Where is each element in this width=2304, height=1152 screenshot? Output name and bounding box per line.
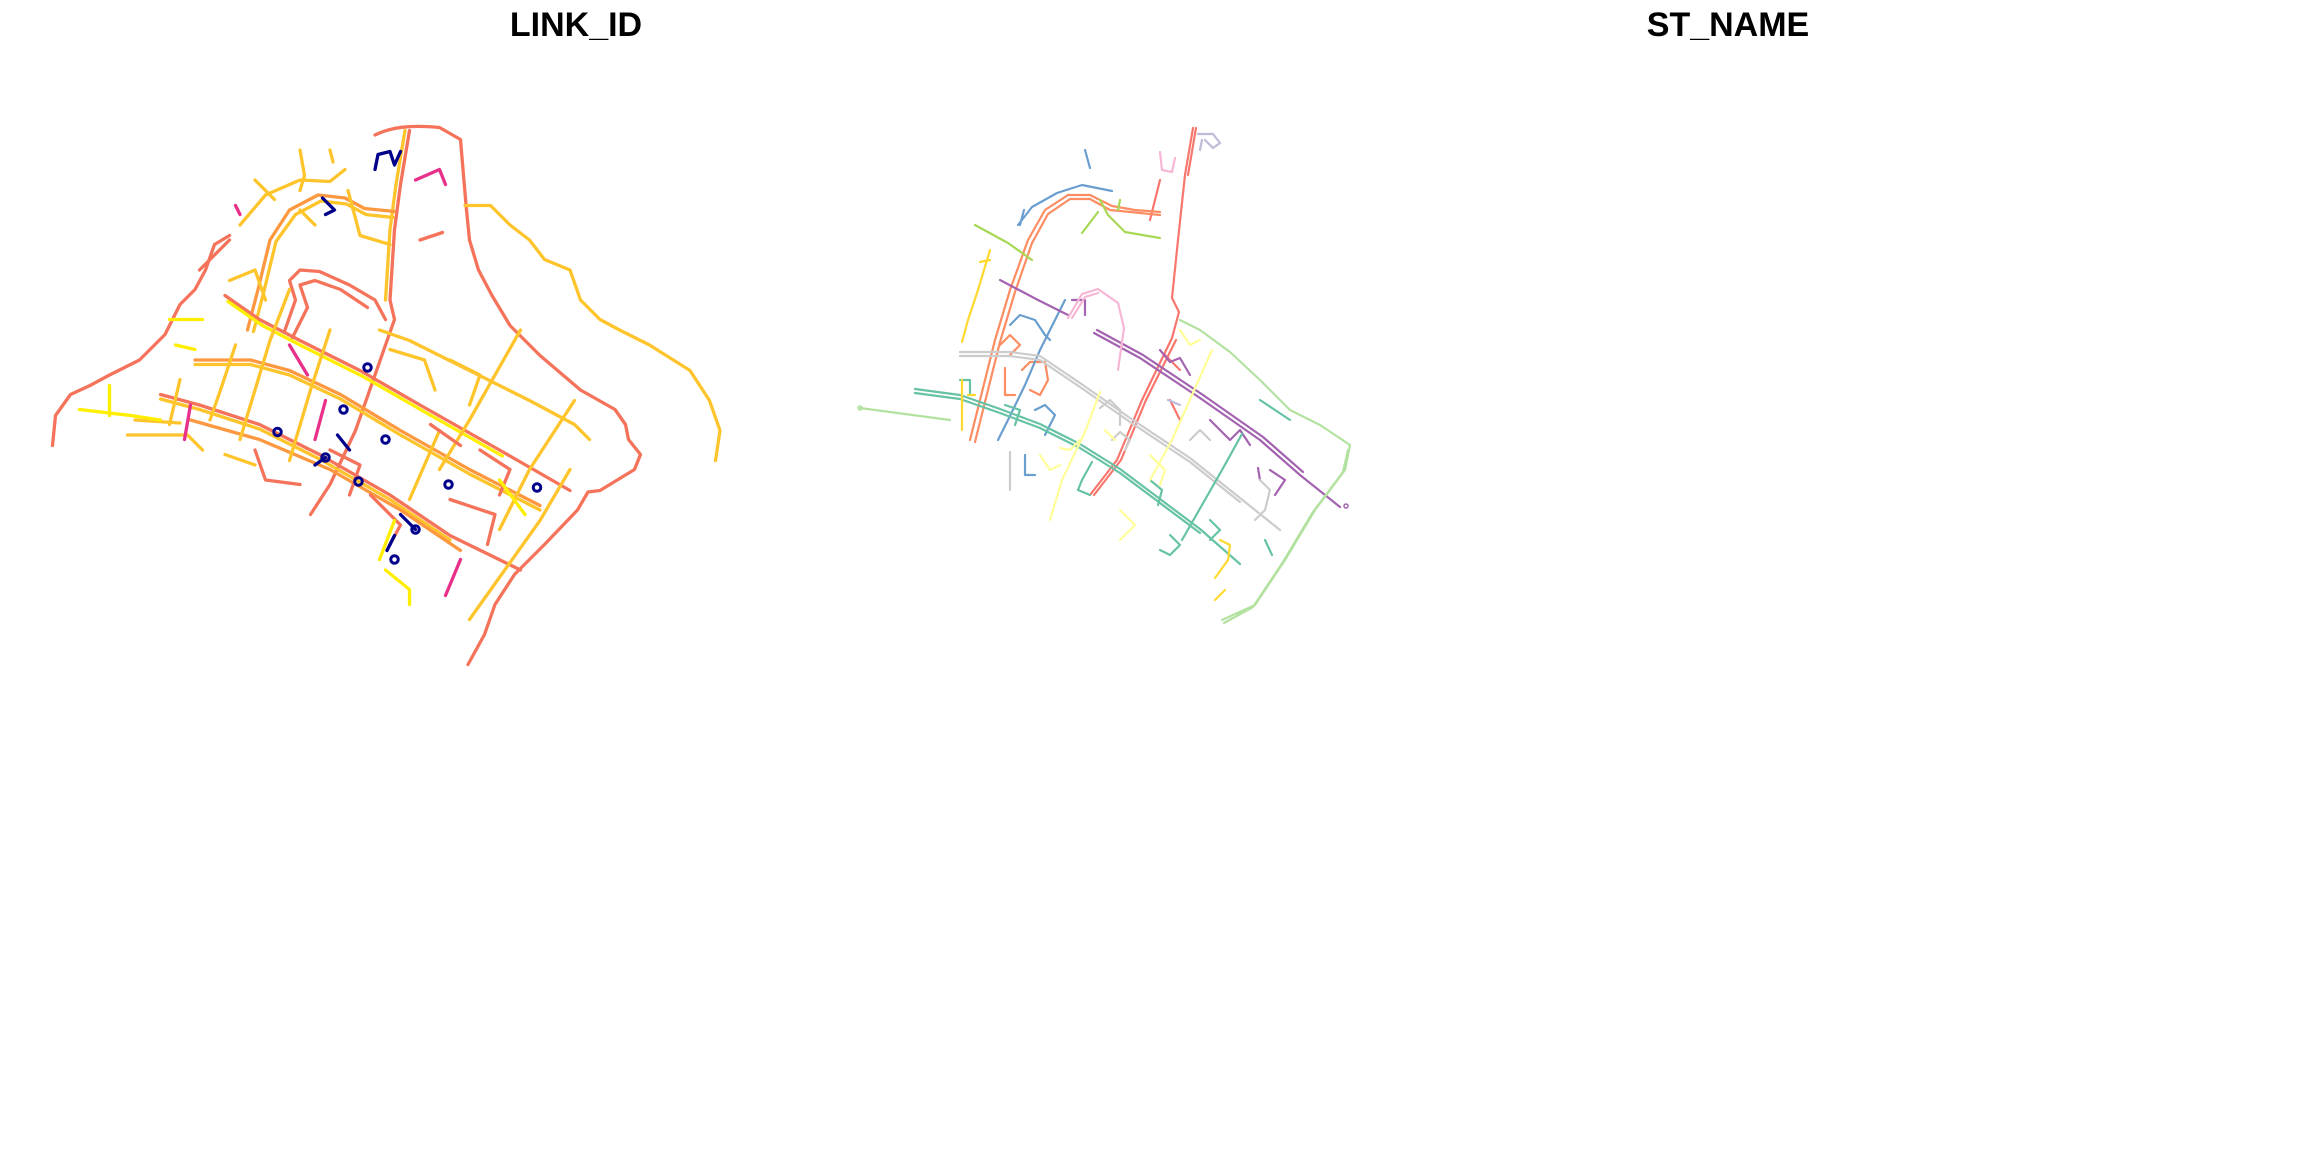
yellow-roads bbox=[77, 317, 527, 607]
st-name-map bbox=[857, 126, 1352, 625]
north-roads bbox=[253, 148, 392, 247]
street-green bbox=[973, 198, 1162, 262]
panel-title-st-name: ST_NAME bbox=[1646, 6, 1810, 44]
navy-roads bbox=[313, 149, 418, 553]
diagonal-street-d bbox=[188, 418, 463, 553]
diagonal-street-c2 bbox=[158, 397, 452, 542]
ring-road-2 bbox=[251, 199, 395, 334]
street-red bbox=[1088, 126, 1198, 497]
intersection-marker bbox=[362, 362, 373, 373]
street-end-marker bbox=[857, 405, 863, 411]
diagonal-street-a bbox=[193, 358, 542, 508]
intersection-marker bbox=[353, 476, 364, 487]
intersection-marker bbox=[380, 434, 391, 445]
diagonal-street-b2 bbox=[226, 299, 505, 458]
link-id-map bbox=[50, 124, 722, 667]
intersection-marker bbox=[443, 479, 454, 490]
intersection-marker bbox=[389, 554, 400, 565]
magenta-roads bbox=[182, 167, 463, 598]
diagonal-street-b bbox=[223, 293, 572, 493]
street-end-marker bbox=[1343, 503, 1349, 509]
intersection-marker bbox=[272, 426, 283, 438]
street-orange bbox=[968, 193, 1162, 442]
street-teal bbox=[913, 378, 1292, 566]
street-orange-2 bbox=[973, 197, 1162, 444]
inner-horseshoe bbox=[283, 268, 388, 340]
intersection-marker bbox=[320, 452, 331, 463]
street-pink bbox=[1066, 150, 1177, 372]
intersection-marker bbox=[410, 524, 421, 535]
street-purple bbox=[998, 278, 1342, 509]
north-loop-road bbox=[238, 167, 347, 227]
minor-streets-salmon bbox=[197, 230, 512, 547]
intersection-marker bbox=[531, 482, 543, 493]
coast-road-east bbox=[373, 124, 643, 667]
street-red-2 bbox=[1092, 338, 1178, 497]
coast-road-west bbox=[50, 233, 232, 448]
intersection-marker bbox=[338, 404, 349, 415]
minor-streets-gold bbox=[125, 268, 482, 467]
panel-title-link-id: LINK_ID bbox=[509, 6, 643, 44]
navy-intersections bbox=[272, 362, 543, 565]
diagonal-street-e bbox=[377, 328, 592, 442]
cross-streets bbox=[208, 287, 577, 622]
northeast-shore-road bbox=[463, 203, 722, 463]
diagonal-street-a2 bbox=[193, 362, 542, 512]
street-gray bbox=[958, 350, 1282, 532]
street-blue bbox=[996, 148, 1114, 477]
street-lightgreen bbox=[858, 318, 1352, 625]
main-north-south-road-2 bbox=[383, 128, 407, 302]
street-lightyellow bbox=[1038, 328, 1214, 542]
street-lavender bbox=[1166, 132, 1222, 407]
diagonal-street-c bbox=[158, 392, 523, 572]
street-yellow bbox=[960, 248, 1232, 602]
